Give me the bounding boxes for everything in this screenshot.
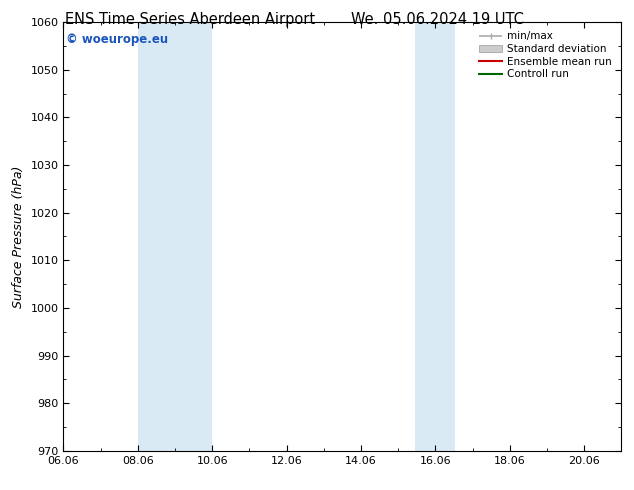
Bar bbox=[138, 22, 212, 451]
Bar bbox=[415, 22, 455, 451]
Text: © woeurope.eu: © woeurope.eu bbox=[66, 33, 168, 46]
Legend: min/max, Standard deviation, Ensemble mean run, Controll run: min/max, Standard deviation, Ensemble me… bbox=[475, 27, 616, 83]
Y-axis label: Surface Pressure (hPa): Surface Pressure (hPa) bbox=[12, 165, 25, 308]
Text: ENS Time Series Aberdeen Airport: ENS Time Series Aberdeen Airport bbox=[65, 12, 315, 27]
Text: We. 05.06.2024 19 UTC: We. 05.06.2024 19 UTC bbox=[351, 12, 524, 27]
